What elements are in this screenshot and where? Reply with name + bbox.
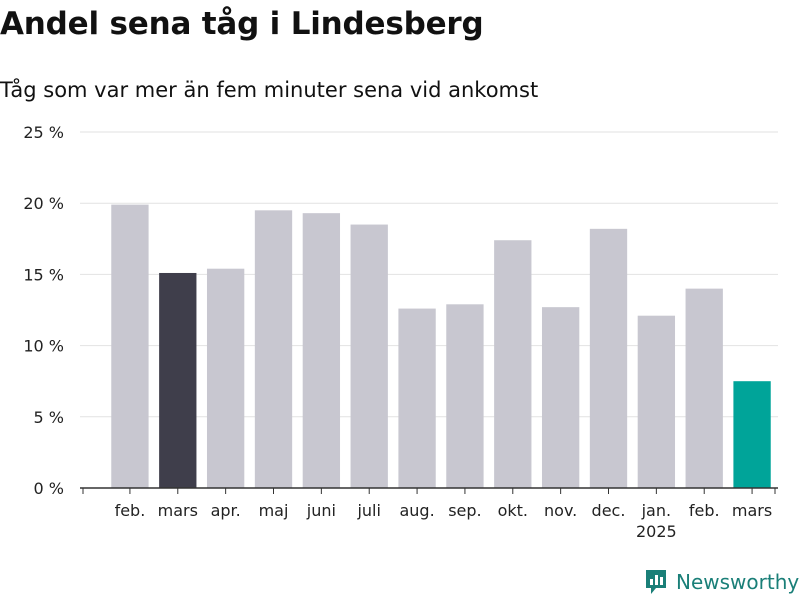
- bar: [159, 272, 197, 488]
- x-tick-label: nov.: [544, 501, 577, 520]
- x-tick-label: jan.: [641, 501, 671, 520]
- bar: [494, 240, 532, 488]
- y-tick-label: 0 %: [34, 479, 64, 498]
- x-tick-label: mars: [732, 501, 772, 520]
- brand-name: Newsworthy: [676, 570, 800, 594]
- x-tick-label: juli: [356, 501, 380, 520]
- chart-title: Andel sena tåg i Lindesberg: [0, 6, 484, 42]
- x-tick-label: feb.: [115, 501, 146, 520]
- y-tick-label: 10 %: [23, 337, 64, 356]
- bar: [733, 381, 771, 488]
- y-tick-label: 25 %: [23, 123, 64, 142]
- bar: [302, 213, 341, 488]
- x-tick-label: feb.: [689, 501, 720, 520]
- bar: [398, 308, 436, 488]
- bar: [685, 288, 723, 488]
- y-tick-label: 20 %: [23, 194, 64, 213]
- bar: [446, 304, 484, 488]
- x-tick-label: okt.: [498, 501, 528, 520]
- bar: [637, 315, 676, 488]
- bar: [254, 210, 293, 488]
- x-tick-label: juni: [306, 501, 336, 520]
- bar: [350, 224, 388, 488]
- x-tick-label: mars: [158, 501, 198, 520]
- bar: [206, 268, 245, 488]
- newsworthy-logo-icon: [646, 570, 666, 594]
- brand: Newsworthy: [644, 568, 799, 596]
- x-tick-label: aug.: [399, 501, 434, 520]
- x-tick-label: sep.: [448, 501, 481, 520]
- x-tick-label: apr.: [211, 501, 241, 520]
- chart-subtitle: Tåg som var mer än fem minuter sena vid …: [0, 78, 539, 102]
- x-tick-label: maj: [259, 501, 289, 520]
- x-year-label: 2025: [636, 522, 677, 541]
- bar: [541, 307, 580, 488]
- x-tick-label: dec.: [592, 501, 626, 520]
- y-tick-label: 5 %: [34, 408, 64, 427]
- bar: [111, 204, 149, 488]
- y-tick-label: 15 %: [23, 265, 64, 284]
- bar: [589, 228, 628, 488]
